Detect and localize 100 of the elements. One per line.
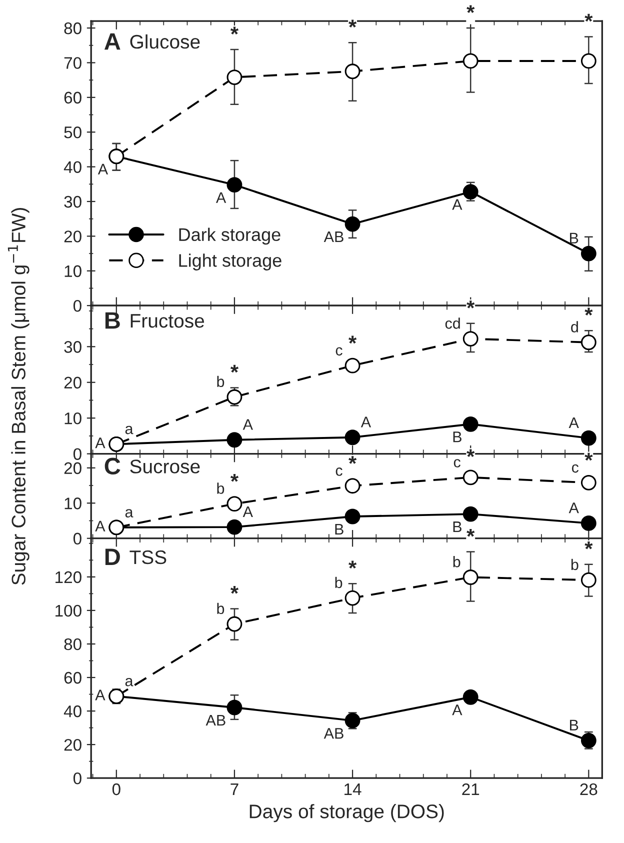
chart-title: D xyxy=(105,548,120,566)
annotation: AB xyxy=(324,728,344,739)
annotation: b xyxy=(217,376,224,388)
point xyxy=(462,331,478,346)
x-tick-label: 7 xyxy=(230,784,238,796)
annotation: B xyxy=(453,432,462,442)
annotation: A xyxy=(242,506,253,517)
annotation: AB xyxy=(324,232,344,242)
y-tick-label: 100 xyxy=(56,604,82,617)
point xyxy=(344,508,360,524)
point xyxy=(344,478,360,494)
annotation: b xyxy=(335,576,342,588)
y-tick-label: 20 xyxy=(64,230,82,242)
y-tick-label: 0 xyxy=(73,300,82,312)
y-tick-label: 10 xyxy=(64,412,82,424)
annotation: * xyxy=(466,528,475,537)
annotation: * xyxy=(466,449,475,458)
y-axis-title: Sugar Content in Basal Stem (μmol g$^{−1}$FW) xyxy=(8,208,30,585)
annotation: b xyxy=(217,482,224,494)
point xyxy=(226,432,242,448)
y-tick-label: 0 xyxy=(73,448,82,460)
point xyxy=(580,430,596,446)
point xyxy=(344,216,360,232)
annotation: * xyxy=(584,452,593,461)
y-tick-label: 60 xyxy=(64,92,82,104)
annotation: b xyxy=(571,558,578,570)
annotation: * xyxy=(348,20,357,28)
annotation: a xyxy=(125,678,134,686)
chart-subtitle: Sucrose xyxy=(130,460,200,474)
chart-subtitle: Fructose xyxy=(130,314,204,328)
y-tick-label: 10 xyxy=(64,498,82,510)
y-tick-label: 20 xyxy=(64,376,82,389)
point xyxy=(462,689,478,705)
point xyxy=(462,470,478,486)
y-tick-label: 20 xyxy=(64,462,82,474)
point xyxy=(344,358,360,374)
point xyxy=(580,732,596,748)
point xyxy=(580,53,596,69)
x-tick-label: 0 xyxy=(112,783,120,796)
chart-subtitle: TSS xyxy=(130,550,166,564)
point xyxy=(226,496,242,512)
point xyxy=(462,506,478,522)
y-tick-label: 30 xyxy=(64,196,82,208)
y-tick-label: 40 xyxy=(64,705,82,718)
x-tick-label: 28 xyxy=(580,783,598,796)
annotation: A xyxy=(242,419,253,430)
annotation: A xyxy=(360,416,372,428)
point xyxy=(462,184,478,200)
annotation: * xyxy=(466,5,475,13)
annotation: A xyxy=(95,438,106,448)
annotation: B xyxy=(570,232,578,244)
annotation: A xyxy=(568,502,579,514)
x-axis-title: Days of storage (DOS) xyxy=(250,804,444,822)
point xyxy=(344,430,360,446)
text: Glucose xyxy=(130,34,200,49)
annotation: * xyxy=(348,336,357,344)
point xyxy=(226,70,242,85)
annotation: A xyxy=(95,520,106,532)
legend-label: Light storage xyxy=(179,254,282,270)
annotation: * xyxy=(230,586,238,594)
annotation: * xyxy=(584,542,593,550)
point xyxy=(580,515,596,531)
annotation: b xyxy=(217,602,224,614)
annotation: * xyxy=(584,308,593,316)
y-tick-label: 20 xyxy=(64,738,82,751)
annotation: A xyxy=(98,164,108,174)
annotation: A xyxy=(216,192,226,203)
annotation: A xyxy=(95,690,106,700)
annotation: c xyxy=(572,464,579,473)
y-tick-label: 50 xyxy=(64,126,82,138)
annotation: c xyxy=(336,347,342,356)
annotation: A xyxy=(452,199,462,210)
point xyxy=(226,700,242,716)
annotation: d xyxy=(571,321,578,332)
point xyxy=(344,590,360,606)
point xyxy=(462,416,478,432)
y-tick-label: 0 xyxy=(73,532,82,545)
y-tick-label: 60 xyxy=(64,672,82,684)
annotation: a xyxy=(125,426,134,434)
annotation: b xyxy=(453,556,460,568)
chart-title: B xyxy=(105,312,120,329)
annotation: AB xyxy=(206,715,226,726)
legend-label: Dark storage xyxy=(179,228,280,245)
x-tick-label: 14 xyxy=(344,784,362,796)
annotation: c xyxy=(336,468,342,476)
chart-title: A xyxy=(104,33,120,50)
annotation: B xyxy=(453,522,462,532)
point xyxy=(344,64,360,80)
annotation: * xyxy=(348,560,357,569)
y-tick-label: 40 xyxy=(64,161,82,173)
point xyxy=(344,712,360,728)
point xyxy=(462,53,478,69)
chart-title: C xyxy=(104,458,120,475)
point xyxy=(226,616,242,632)
annotation: * xyxy=(466,300,475,308)
annotation: * xyxy=(348,456,357,464)
annotation: B xyxy=(335,524,344,535)
x-tick-label: 21 xyxy=(462,783,480,796)
point xyxy=(580,334,596,350)
annotation: * xyxy=(230,26,238,34)
